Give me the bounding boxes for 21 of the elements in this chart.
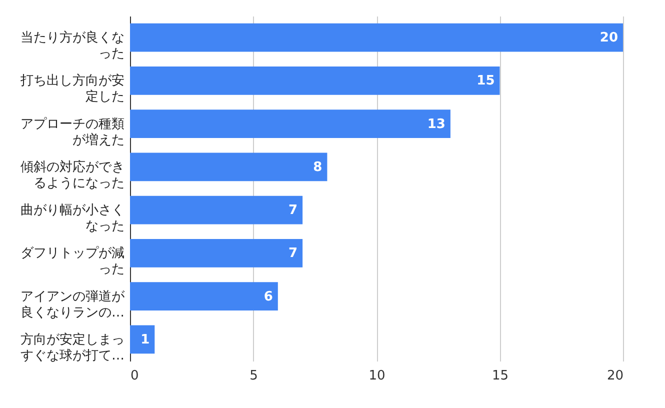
data-label: 15 <box>476 74 495 89</box>
y-tick-label: アプローチの種類が増えた <box>20 116 124 148</box>
y-tick-label: 打ち出し方向が安定した <box>20 72 124 105</box>
data-label: 7 <box>288 246 298 262</box>
data-label: 7 <box>288 203 298 218</box>
y-tick-label: 当たり方が良くなった <box>20 30 124 62</box>
y-tick-label: ダフリトップが減った <box>20 246 124 278</box>
data-label: 6 <box>264 289 273 304</box>
x-tick-label: 0 <box>130 368 139 384</box>
x-tick-label: 15 <box>492 368 509 384</box>
x-tick-label: 10 <box>368 368 386 384</box>
data-label: 8 <box>313 160 322 175</box>
data-label: 13 <box>427 116 446 132</box>
data-label: 1 <box>140 332 150 348</box>
y-tick-label: 方向が安定しまっすぐな球が打て… <box>20 331 124 364</box>
x-tick-label: 5 <box>250 368 258 384</box>
x-tick-label: 20 <box>606 368 624 384</box>
y-tick-label: アイアンの弾道が良くなりランの… <box>20 289 126 320</box>
y-tick-label: 曲がり幅が小さくなった <box>20 203 124 234</box>
data-label: 20 <box>600 30 618 46</box>
y-tick-label: 傾斜の対応ができるようになった <box>20 158 124 191</box>
